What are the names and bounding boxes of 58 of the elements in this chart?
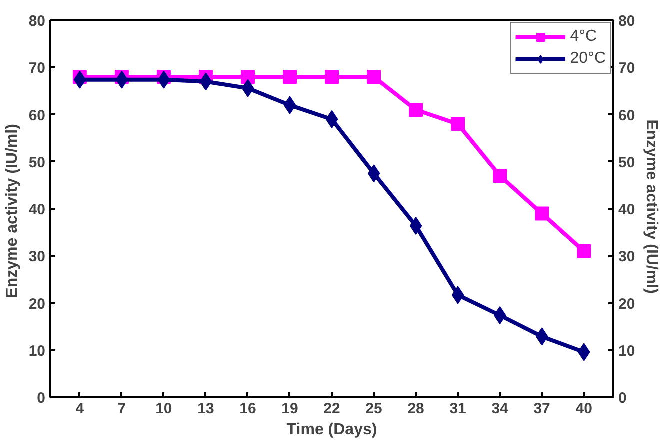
point	[240, 70, 255, 84]
x-tick-label: 4	[76, 400, 85, 418]
y-tick-label: 60	[28, 107, 46, 124]
point	[116, 70, 128, 89]
point	[536, 328, 548, 346]
y2-tick-label: 20	[618, 296, 636, 313]
point	[368, 164, 380, 183]
y-tick-label: 30	[28, 248, 46, 266]
x-tick-label: 40	[576, 400, 592, 418]
x-tick-label: 34	[492, 400, 510, 418]
y-tick-label: 50	[28, 154, 46, 172]
y2-tick-label: 30	[618, 248, 636, 266]
point	[200, 72, 212, 91]
y-axis-title: Enzyme activity (IU/ml)	[4, 124, 21, 298]
y-tick-label: 0	[37, 390, 46, 407]
x-tick-label: 16	[240, 400, 256, 418]
point	[452, 286, 464, 304]
point	[493, 169, 508, 184]
y2-tick-label: 10	[618, 342, 636, 360]
point	[409, 103, 424, 118]
x-tick-label: 22	[324, 400, 340, 418]
x-tick-label: 7	[118, 400, 126, 418]
point	[578, 343, 590, 362]
y2-tick-label: 70	[618, 60, 636, 78]
y2-axis-title: Enzyme activity (IU/ml)	[643, 120, 660, 294]
point	[494, 306, 506, 325]
point	[282, 70, 297, 84]
y2-tick-label: 80	[618, 13, 636, 30]
y2-tick-label: 60	[618, 107, 636, 124]
y-tick-label: 10	[28, 342, 46, 360]
y-tick-label: 70	[28, 60, 46, 78]
y2-tick-label: 40	[618, 202, 636, 218]
x-tick-label: 31	[450, 400, 466, 418]
legend-label: 4°C	[570, 28, 598, 46]
y2-tick-label: 50	[618, 154, 636, 172]
x-tick-label: 10	[156, 400, 172, 418]
x-tick-label: 37	[534, 400, 550, 418]
y-tick-label: 20	[28, 296, 46, 313]
legend-label: 20°C	[570, 50, 606, 68]
y-tick-label: 80	[28, 13, 46, 30]
point	[367, 70, 382, 84]
point	[325, 70, 339, 84]
point	[451, 117, 466, 132]
point	[410, 216, 422, 235]
y2-tick-label: 0	[618, 390, 627, 407]
point	[242, 79, 254, 98]
y-tick-label: 40	[28, 202, 46, 218]
point	[326, 110, 338, 128]
point	[284, 96, 296, 114]
point	[158, 70, 170, 89]
x-tick-label: 28	[408, 400, 424, 418]
point	[577, 244, 592, 258]
x-axis-title: Time (Days)	[286, 422, 378, 438]
point	[74, 70, 86, 89]
point	[535, 206, 550, 221]
x-tick-label: 13	[198, 400, 214, 418]
x-tick-label: 25	[366, 400, 382, 418]
x-tick-label: 19	[282, 400, 298, 418]
